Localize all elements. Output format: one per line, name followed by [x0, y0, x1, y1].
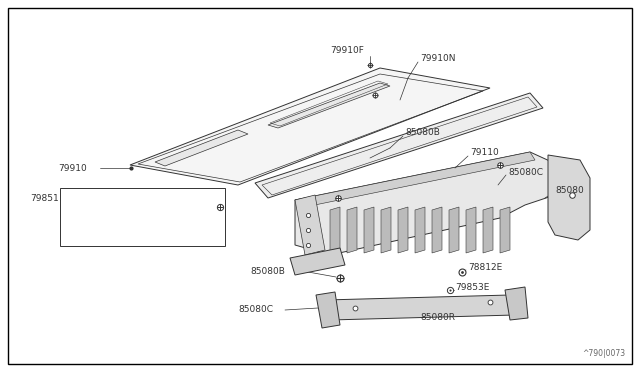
Text: 85080B: 85080B [405, 128, 440, 137]
Polygon shape [330, 207, 340, 253]
Polygon shape [255, 93, 543, 198]
Text: 85080: 85080 [555, 186, 584, 195]
Polygon shape [295, 152, 535, 208]
Polygon shape [500, 207, 510, 253]
Polygon shape [364, 207, 374, 253]
Text: 79910Q(RH): 79910Q(RH) [90, 199, 141, 208]
Text: 79110: 79110 [470, 148, 499, 157]
Polygon shape [290, 248, 345, 275]
Polygon shape [483, 207, 493, 253]
Text: 79910N: 79910N [420, 54, 456, 62]
Text: 76910H: 76910H [90, 231, 123, 241]
Polygon shape [505, 287, 528, 320]
Text: 79851: 79851 [30, 193, 59, 202]
Text: 85080C: 85080C [508, 167, 543, 176]
Polygon shape [449, 207, 459, 253]
Text: ^790|0073: ^790|0073 [582, 349, 625, 358]
Polygon shape [548, 155, 590, 240]
Polygon shape [295, 152, 565, 255]
Polygon shape [268, 83, 390, 128]
Text: 85080B: 85080B [250, 267, 285, 276]
Polygon shape [316, 292, 340, 328]
Bar [60, 188, 225, 246]
Text: 79910F: 79910F [330, 45, 364, 55]
Polygon shape [347, 207, 357, 253]
Text: 78812E: 78812E [468, 263, 502, 273]
Polygon shape [432, 207, 442, 253]
Polygon shape [130, 68, 490, 185]
Text: 85080R: 85080R [420, 314, 455, 323]
Text: 79910: 79910 [58, 164, 87, 173]
Polygon shape [295, 195, 325, 255]
Polygon shape [381, 207, 391, 253]
Polygon shape [325, 295, 515, 320]
Polygon shape [466, 207, 476, 253]
Text: 85080C: 85080C [238, 305, 273, 314]
Text: 80338M(LH): 80338M(LH) [90, 215, 141, 224]
Polygon shape [155, 130, 248, 166]
Polygon shape [415, 207, 425, 253]
Polygon shape [398, 207, 408, 253]
Text: 79853E: 79853E [455, 283, 490, 292]
